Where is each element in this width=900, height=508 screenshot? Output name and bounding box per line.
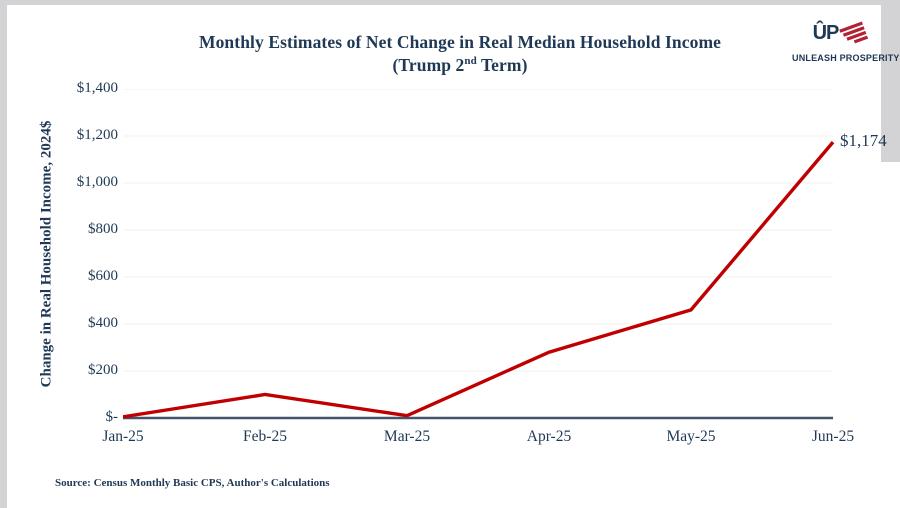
chart-title-line2-suffix: Term)	[476, 55, 528, 76]
y-axis-title: Change in Real Household Income, 2024$	[38, 120, 55, 388]
y-axis-tick-label: $1,400	[76, 80, 118, 96]
x-axis-label: Jan-25	[102, 428, 144, 445]
line-chart-svg	[122, 88, 835, 420]
x-axis-label: Feb-25	[243, 428, 287, 445]
frame-strip-right	[881, 0, 900, 162]
x-axis-label: Mar-25	[383, 428, 431, 445]
source-note: Source: Census Monthly Basic CPS, Author…	[55, 477, 330, 489]
y-axis-tick-label: $1,200	[76, 127, 118, 143]
frame-strip-left	[0, 0, 7, 508]
unleash-prosperity-logo: ÛP UNLEASH PROSPERITY	[792, 16, 900, 63]
frame-strip-top	[0, 0, 900, 5]
logo-monogram-row: ÛP	[792, 16, 890, 50]
data-series-line	[122, 141, 835, 419]
chart-title: Monthly Estimates of Net Change in Real …	[110, 31, 810, 77]
y-axis-tick-label: $-	[105, 409, 119, 425]
y-axis-tick-label: $1,000	[76, 174, 118, 190]
logo-monogram: ÛP	[812, 21, 840, 44]
y-axis-tick-label: $400	[88, 315, 118, 331]
logo-wordmark: UNLEASH PROSPERITY	[792, 53, 900, 63]
chart-title-line1: Monthly Estimates of Net Change in Real …	[198, 32, 722, 52]
flag-stripes-icon	[839, 21, 869, 44]
x-axis-label: Jun-25	[811, 428, 855, 445]
x-axis-label: May-25	[666, 428, 716, 445]
x-axis-label: Apr-25	[526, 428, 572, 445]
plot-area	[122, 88, 835, 425]
chart-title-line2-prefix: (Trump 2	[392, 55, 465, 76]
chart-title-superscript: nd	[464, 55, 477, 68]
series-end-value-label: $1,174	[840, 131, 887, 151]
y-axis-tick-label: $800	[88, 221, 118, 237]
y-axis-tick-label: $600	[88, 268, 118, 284]
y-axis-tick-label: $200	[88, 362, 118, 378]
